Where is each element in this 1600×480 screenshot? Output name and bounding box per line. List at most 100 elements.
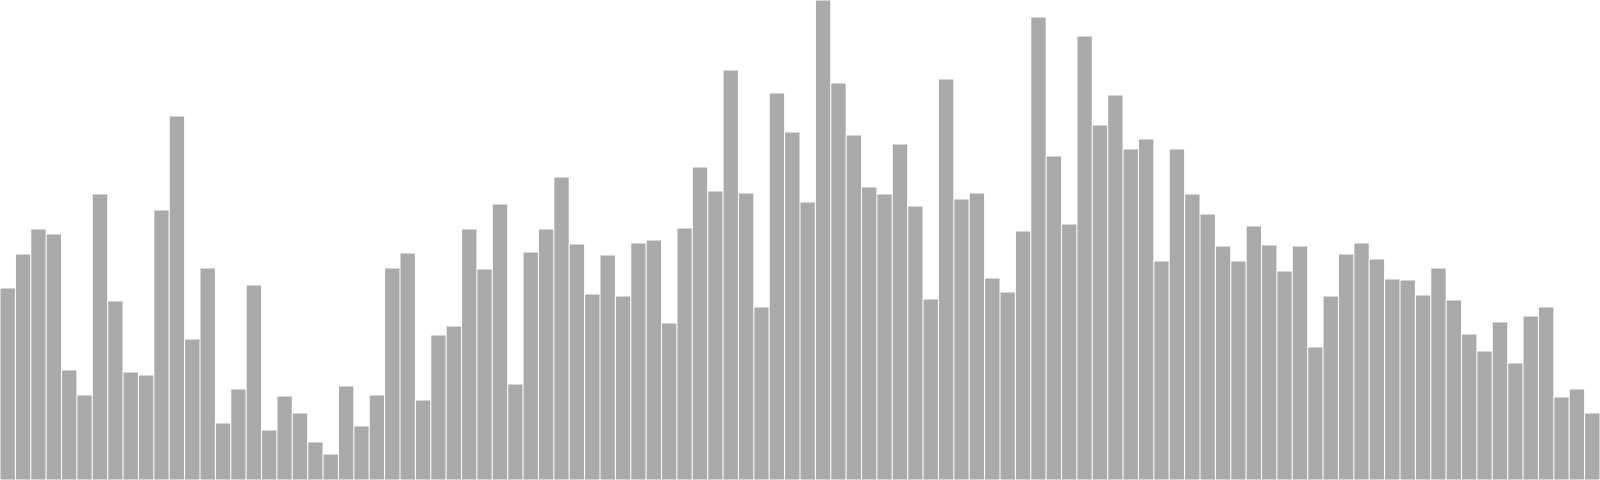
bar (1030, 16, 1047, 480)
bar (1322, 295, 1339, 480)
bar (261, 429, 278, 480)
bar (1276, 270, 1293, 480)
bar (30, 228, 47, 480)
bar (645, 239, 663, 480)
bar (1568, 388, 1586, 480)
bar (1384, 278, 1401, 480)
bar (907, 205, 924, 480)
bar (1214, 245, 1232, 480)
bar (1399, 279, 1416, 480)
bar (922, 298, 939, 480)
bar (1230, 260, 1247, 480)
bar (799, 201, 816, 480)
bar (1553, 396, 1570, 480)
bar (1261, 244, 1278, 480)
bar (214, 422, 232, 480)
bar (861, 186, 878, 480)
bar (707, 190, 724, 480)
bar (137, 374, 155, 480)
bar (661, 322, 678, 480)
bar (1337, 253, 1355, 480)
bar (353, 425, 370, 480)
bar (184, 338, 201, 480)
bar (322, 453, 339, 480)
bar (999, 291, 1016, 480)
bar (1430, 267, 1447, 480)
bar (1507, 362, 1524, 480)
bar (384, 267, 401, 480)
bar (614, 295, 632, 480)
bar (1476, 350, 1493, 480)
bar (676, 227, 693, 480)
bar (537, 228, 555, 480)
bar (1184, 193, 1201, 480)
bar (1168, 148, 1186, 480)
bar (122, 371, 139, 480)
bar (476, 268, 493, 480)
bar (830, 82, 847, 480)
bar (584, 293, 601, 480)
bar (891, 143, 909, 480)
bar (291, 412, 309, 480)
bar (691, 166, 709, 480)
bar (1107, 94, 1124, 480)
bar (307, 441, 324, 480)
bar (984, 277, 1001, 480)
bar (199, 267, 216, 480)
bar (337, 385, 355, 480)
bar (937, 78, 955, 480)
bar (461, 228, 478, 480)
bar (630, 242, 647, 480)
bar (168, 115, 186, 480)
bar (1445, 299, 1463, 480)
bar (1537, 306, 1555, 480)
bar (1076, 35, 1093, 480)
bar (1353, 242, 1370, 480)
bar (599, 254, 616, 480)
bar (784, 131, 801, 480)
bar (968, 192, 986, 480)
bar (430, 334, 447, 480)
bar (368, 394, 386, 480)
bar (1091, 124, 1109, 480)
bar (1153, 260, 1170, 480)
bar (491, 203, 509, 480)
bar (553, 176, 570, 480)
bar (1461, 333, 1478, 480)
bar (1522, 315, 1539, 480)
bar (45, 233, 63, 480)
bar (1368, 258, 1386, 480)
bar (522, 251, 539, 480)
bar (768, 92, 786, 480)
bar (1014, 230, 1032, 480)
bar (845, 134, 863, 480)
bar (1291, 245, 1309, 480)
bar (1045, 155, 1063, 480)
bar (230, 388, 247, 480)
bar (814, 0, 832, 480)
bar (1199, 213, 1216, 480)
bar (953, 198, 970, 480)
bar (1122, 148, 1139, 480)
bar (61, 369, 78, 480)
bar (737, 192, 755, 480)
bar (414, 399, 432, 480)
bar (445, 325, 463, 480)
bar (1137, 138, 1155, 480)
bar (1414, 294, 1432, 480)
bar (722, 69, 739, 480)
bar (245, 284, 263, 480)
bar (14, 253, 32, 480)
bar (1307, 346, 1324, 480)
bar (568, 243, 586, 480)
bar (1491, 321, 1509, 480)
bar (507, 383, 524, 480)
bar (76, 394, 93, 480)
bar (876, 193, 893, 480)
bar (91, 193, 109, 480)
bar (276, 395, 293, 480)
bar (1584, 412, 1600, 480)
bar (753, 306, 770, 480)
